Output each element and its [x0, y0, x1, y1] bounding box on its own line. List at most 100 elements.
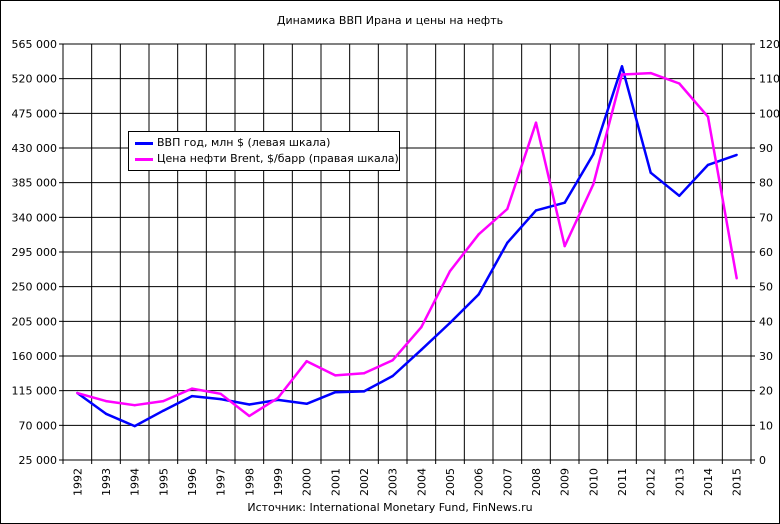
tick-label-left: 385 000: [12, 177, 58, 190]
x-tick-label: 1994: [129, 468, 142, 496]
data-point-oil: [477, 233, 480, 236]
data-point-gdp: [592, 152, 595, 156]
data-point-oil: [190, 387, 194, 390]
tick-label-right: 120: [759, 38, 779, 51]
x-tick-label: 2008: [530, 468, 543, 496]
data-point-gdp: [248, 403, 251, 406]
data-point-gdp: [190, 394, 194, 398]
data-point-gdp: [735, 153, 738, 157]
data-point-gdp: [391, 374, 394, 378]
data-point-gdp: [506, 241, 509, 244]
tick-label-left: 475 000: [12, 107, 58, 120]
data-point-oil: [420, 326, 423, 329]
data-point-gdp: [649, 171, 652, 174]
data-point-oil: [563, 244, 566, 248]
legend-item-gdp: ВВП год, млн $ (левая шкала): [135, 136, 330, 150]
data-point-oil: [448, 269, 452, 273]
data-point-oil: [706, 115, 710, 119]
tick-label-left: 160 000: [12, 350, 58, 363]
data-point-gdp: [706, 163, 710, 167]
plot-area: [62, 43, 752, 461]
x-tick-label: 2009: [559, 468, 572, 496]
data-point-oil: [76, 391, 79, 395]
tick-label-right: 10: [759, 419, 773, 432]
chart-source: Источник: International Monetary Fund, F…: [247, 501, 533, 514]
tick-label-right: 100: [759, 107, 779, 120]
tick-label-right: 50: [759, 281, 773, 294]
tick-label-left: 565 000: [12, 38, 58, 51]
data-point-gdp: [362, 390, 366, 393]
data-point-gdp: [219, 397, 222, 401]
x-tick-label: 1997: [215, 468, 228, 496]
data-point-oil: [506, 207, 509, 211]
x-tick-label: 2011: [616, 468, 629, 496]
tick-label-left: 340 000: [12, 211, 58, 224]
data-point-oil: [534, 121, 538, 124]
tick-label-left: 295 000: [12, 246, 58, 259]
tick-label-right: 30: [759, 350, 773, 363]
x-tick-label: 2012: [645, 468, 658, 496]
x-tick-label: 1996: [186, 468, 199, 496]
data-point-oil: [133, 404, 136, 407]
legend-label-oil: Цена нефти Brent, $/барр (правая шкала): [157, 152, 399, 165]
data-point-gdp: [620, 65, 624, 68]
tick-label-left: 25 000: [19, 454, 58, 467]
data-point-gdp: [448, 321, 452, 325]
data-point-gdp: [477, 293, 480, 296]
x-tick-label: 2015: [731, 468, 744, 496]
tick-label-right: 60: [759, 246, 773, 259]
x-tick-label: 2006: [473, 468, 486, 496]
tick-label-right: 80: [759, 177, 773, 190]
data-point-oil: [678, 82, 681, 85]
x-tick-label: 2004: [415, 468, 428, 496]
data-point-gdp: [104, 412, 108, 415]
legend-swatch-oil: [135, 157, 153, 161]
tick-label-left: 115 000: [12, 385, 58, 398]
tick-label-left: 250 000: [12, 281, 58, 294]
tick-label-left: 520 000: [12, 73, 58, 86]
tick-label-right: 90: [759, 142, 773, 155]
tick-label-right: 110: [759, 73, 779, 86]
data-point-oil: [391, 358, 394, 362]
legend-label-gdp: ВВП год, млн $ (левая шкала): [157, 136, 331, 149]
tick-label-right: 0: [759, 454, 766, 467]
data-point-gdp: [305, 402, 308, 405]
series-line-oil: [76, 71, 738, 418]
x-tick-label: 1992: [71, 468, 84, 496]
tick-label-right: 70: [759, 211, 773, 224]
x-tick-label: 1995: [157, 468, 170, 496]
data-point-oil: [276, 396, 280, 400]
tick-label-left: 70 000: [19, 419, 58, 432]
data-point-gdp: [678, 194, 681, 197]
data-point-oil: [334, 374, 337, 377]
data-point-gdp: [162, 409, 165, 412]
x-tick-label: 2000: [301, 468, 314, 496]
x-tick-label: 1993: [100, 468, 113, 496]
legend-swatch-gdp: [135, 141, 153, 145]
x-tick-label: 2014: [702, 468, 715, 496]
x-tick-label: 2007: [501, 468, 514, 496]
data-point-gdp: [534, 209, 538, 212]
x-tick-label: 2002: [358, 468, 371, 496]
chart-legend: ВВП год, млн $ (левая шкала) Цена нефти …: [128, 131, 400, 171]
series-line-gdp: [76, 65, 738, 428]
data-point-oil: [248, 414, 251, 418]
data-point-gdp: [133, 424, 136, 428]
data-point-oil: [735, 277, 738, 280]
data-point-oil: [162, 399, 165, 403]
data-point-oil: [219, 392, 222, 395]
x-tick-label: 2003: [387, 468, 400, 496]
data-point-gdp: [420, 348, 423, 352]
data-point-oil: [104, 399, 108, 403]
data-point-oil: [620, 73, 624, 76]
chart-title: Динамика ВВП Ирана и цены на нефть: [276, 14, 504, 27]
tick-label-left: 205 000: [12, 315, 58, 328]
x-tick-label: 2001: [329, 468, 342, 496]
tick-label-right: 20: [759, 385, 773, 398]
x-tick-label: 2010: [587, 468, 600, 496]
data-point-oil: [305, 360, 308, 363]
tick-label-left: 430 000: [12, 142, 58, 155]
data-point-oil: [362, 372, 366, 375]
